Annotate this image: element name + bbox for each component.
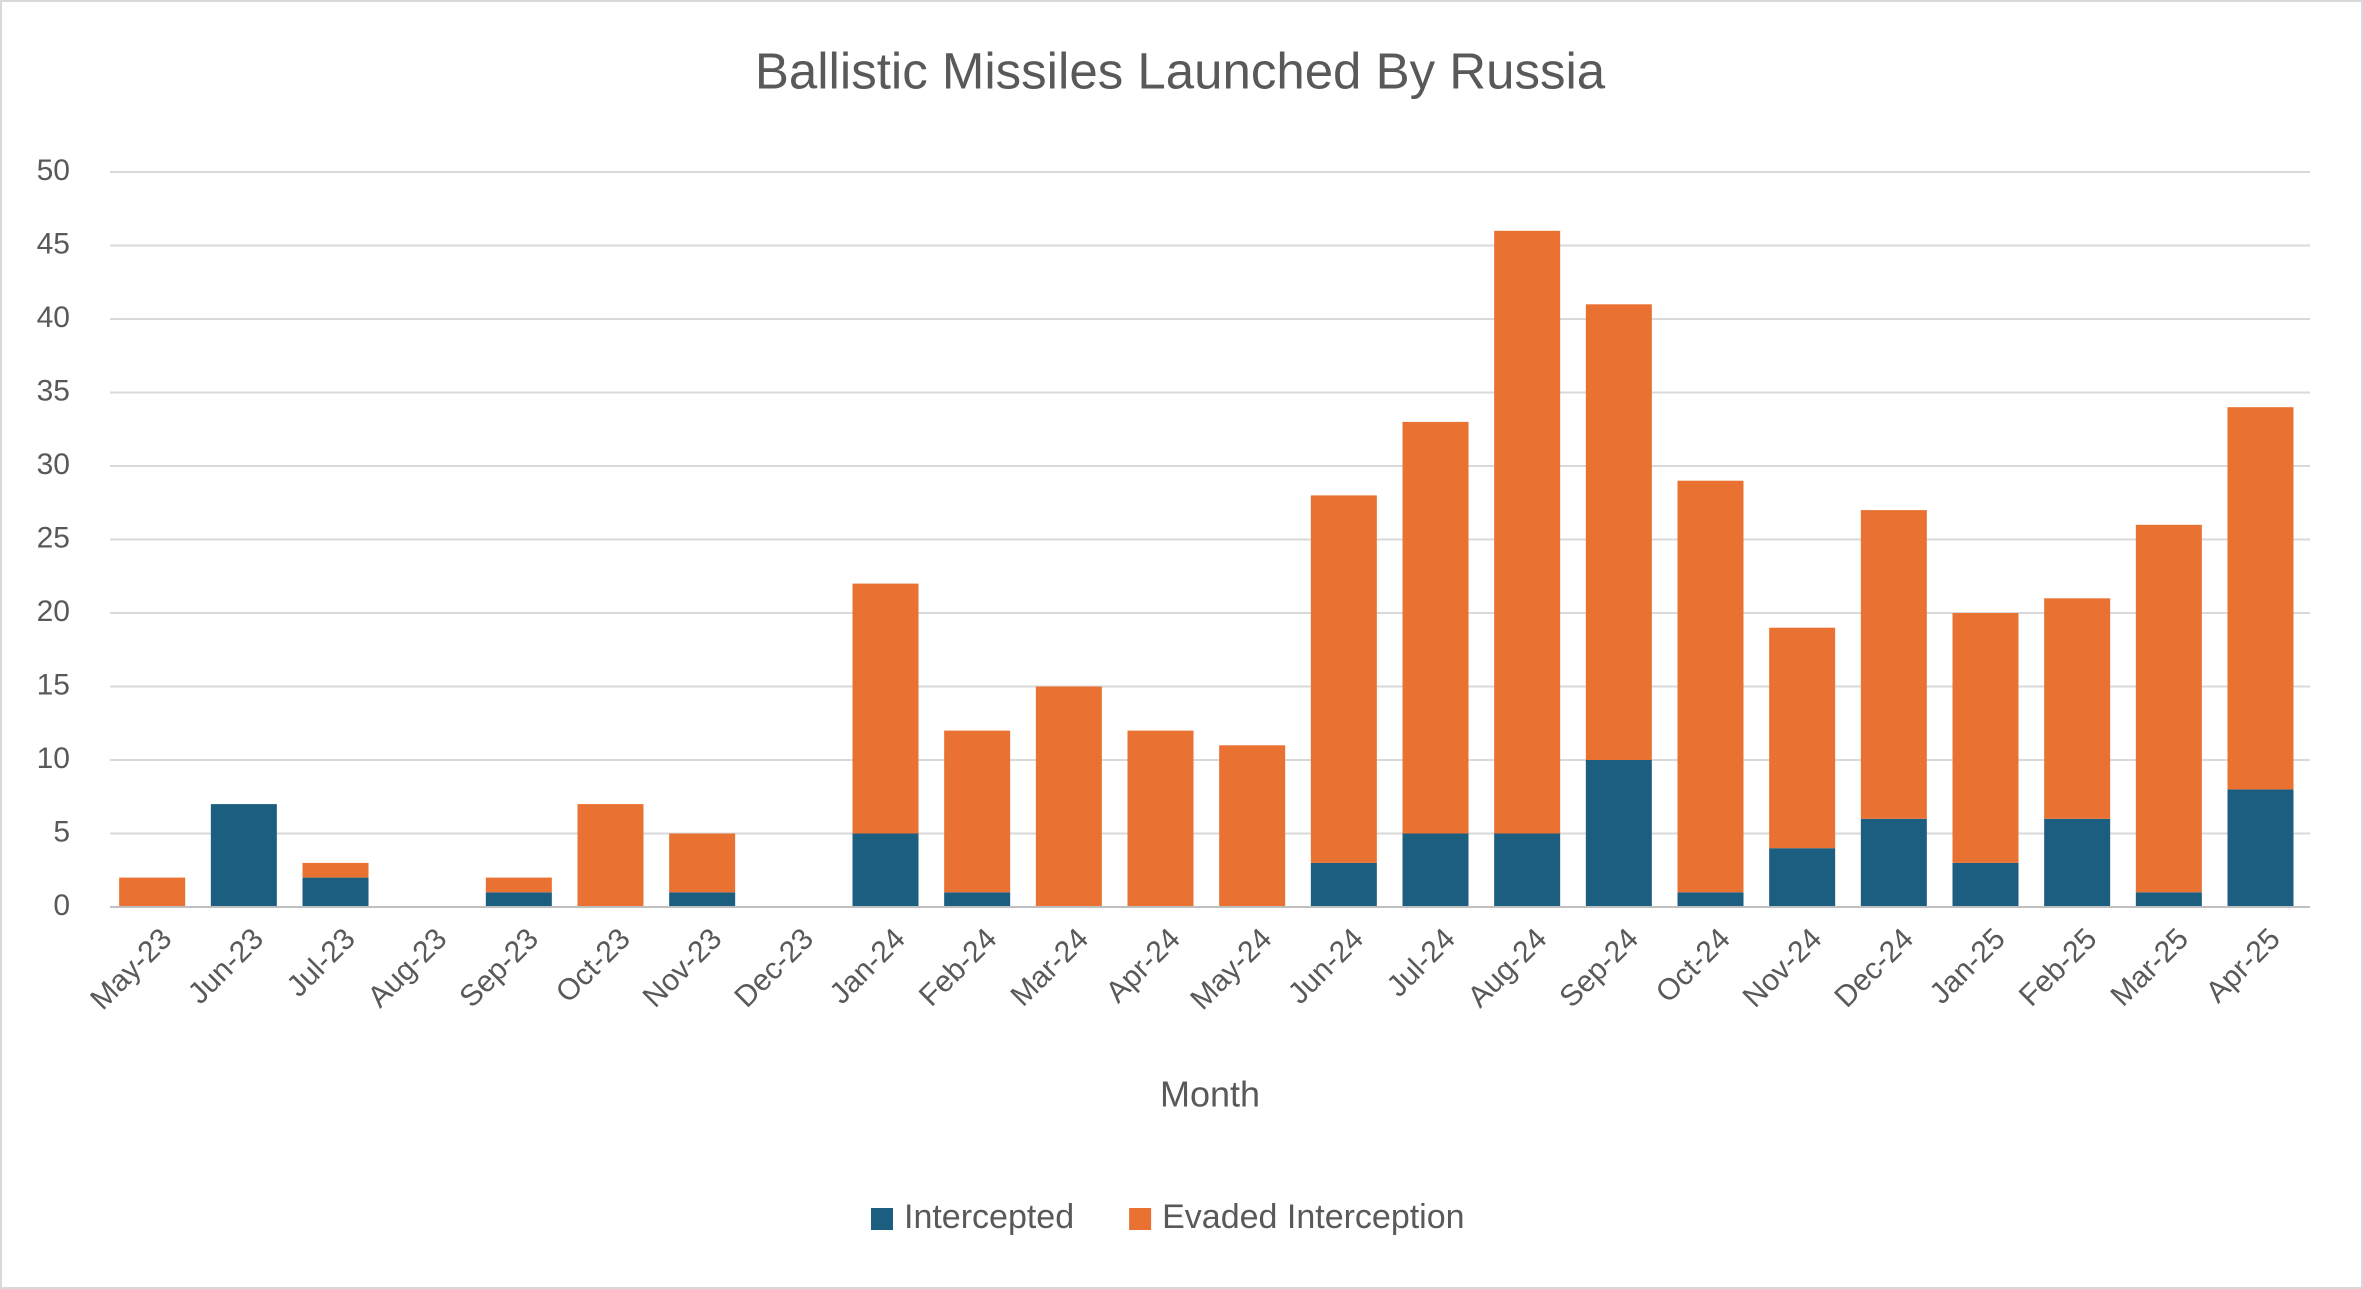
legend-swatch	[871, 1208, 893, 1230]
y-tick-label: 15	[37, 668, 70, 701]
bar-segment	[944, 730, 1011, 893]
bar-segment	[669, 833, 736, 893]
y-tick-label: 20	[37, 595, 70, 628]
bar-segment	[119, 877, 186, 907]
bar-segment	[2044, 818, 2111, 907]
legend-swatch	[1129, 1208, 1152, 1230]
bar-segment	[1494, 833, 1561, 907]
bar-segment	[852, 833, 919, 907]
bar-segment	[1310, 495, 1377, 863]
bar-segment	[2044, 598, 2111, 819]
bar-segment	[485, 877, 552, 893]
bar-segment	[669, 892, 736, 907]
bar-segment	[1402, 421, 1469, 834]
bar-segment	[852, 583, 919, 834]
y-tick-label: 45	[37, 227, 70, 260]
bar-segment	[1585, 760, 1652, 907]
y-tick-label: 25	[37, 521, 70, 554]
y-tick-label: 35	[37, 374, 70, 407]
bar-segment	[1952, 613, 2019, 863]
bar-segment	[302, 862, 369, 878]
bar-segment	[1860, 818, 1927, 907]
y-tick-label: 0	[53, 889, 70, 922]
legend-label: Intercepted	[904, 1198, 1074, 1236]
y-tick-label: 50	[37, 154, 70, 187]
bar-segment	[1310, 862, 1377, 907]
bar-segment	[1494, 230, 1561, 834]
bar-segment	[577, 804, 644, 907]
y-tick-label: 30	[37, 448, 70, 481]
bar-segment	[944, 892, 1011, 907]
x-axis-title: Month	[1160, 1074, 1260, 1115]
bar-segment	[1127, 730, 1194, 907]
y-tick-label: 40	[37, 301, 70, 334]
bar-segment	[1769, 627, 1836, 849]
bar-segment	[485, 892, 552, 907]
bar-segment	[1952, 862, 2019, 907]
bar-segment	[302, 877, 369, 907]
bar-segment	[1677, 480, 1744, 893]
bar-segment	[1402, 833, 1469, 907]
bar-segment	[1769, 848, 1836, 907]
bar-segment	[1677, 892, 1744, 907]
legend-label: Evaded Interception	[1162, 1198, 1464, 1236]
bar-segment	[210, 804, 277, 907]
chart-title: Ballistic Missiles Launched By Russia	[755, 42, 1606, 99]
bar-segment	[2227, 789, 2294, 907]
bar-segment	[1860, 510, 1927, 819]
y-tick-label: 10	[37, 742, 70, 775]
bar-segment	[2135, 892, 2202, 907]
bar-segment	[2227, 407, 2294, 790]
bar-segment	[1219, 745, 1286, 907]
y-tick-label: 5	[53, 815, 70, 848]
bar-segment	[1035, 686, 1102, 907]
bar-segment	[2135, 524, 2202, 893]
bar-segment	[1585, 304, 1652, 760]
